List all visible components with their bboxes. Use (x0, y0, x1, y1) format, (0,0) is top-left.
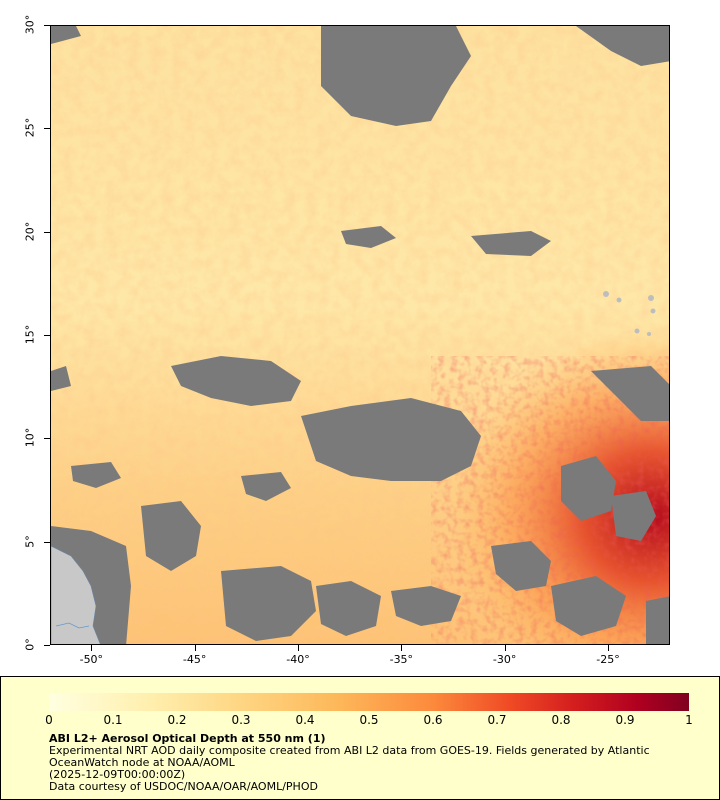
lon-tick (194, 645, 196, 651)
colorbar-tick-label: 0.5 (359, 713, 379, 727)
colorbar-tick-label: 0.8 (551, 713, 571, 727)
legend-description: Experimental NRT AOD daily composite cre… (49, 744, 650, 757)
lon-tick (298, 645, 299, 651)
lon-tick-label: -25° (596, 653, 620, 666)
lat-tick (44, 335, 50, 336)
lat-tick-label: 25° (23, 118, 37, 138)
land-region (51, 545, 101, 644)
colorbar-tick-label: 0.7 (487, 713, 507, 727)
colorbar-tick-label: 0.3 (231, 713, 251, 727)
colorbar-tick-label: 0.1 (103, 713, 123, 727)
map-panel (50, 25, 670, 645)
lat-tick-label: 30° (23, 14, 37, 35)
legend-title: ABI L2+ Aerosol Optical Depth at 550 nm … (49, 732, 326, 745)
legend-text: ABI L2+ Aerosol Optical Depth at 550 nm … (49, 733, 689, 793)
lon-tick (401, 645, 403, 651)
islands (603, 291, 656, 336)
lon-tick (504, 645, 506, 651)
legend-date: (2025-12-09T00:00:00Z) (49, 768, 186, 781)
aod-map (51, 26, 669, 644)
lat-tick (44, 128, 50, 130)
lon-tick-label: -30° (492, 653, 517, 666)
lat-tick (44, 231, 50, 233)
lat-tick-label: 10° (23, 428, 37, 448)
colorbar-tick-label: 0.6 (423, 713, 443, 727)
legend-panel: 0 0.1 0.2 0.3 0.4 0.5 0.6 0.7 0.8 0.9 1 ABI L2+ Ae… (0, 676, 720, 800)
lon-tick-label: -35° (389, 653, 414, 666)
lat-tick (44, 438, 50, 440)
colorbar-tick-label: 1 (685, 713, 693, 727)
lon-tick-label: -45° (182, 653, 207, 666)
legend-description-cont: OceanWatch node at NOAA/AOML (49, 756, 235, 769)
lon-tick-label: -50° (79, 653, 104, 666)
lat-tick-label: 15° (23, 324, 37, 345)
lat-tick (44, 645, 50, 646)
lat-tick-label: 5° (23, 534, 37, 548)
legend-credit: Data courtesy of USDOC/NOAA/OAR/AOML/PHO… (49, 780, 318, 793)
colorbar-tick-label: 0 (45, 713, 53, 727)
colorbar (49, 693, 689, 711)
lat-tick-label: 0° (23, 638, 37, 651)
lon-tick-label: -40° (286, 653, 310, 666)
lon-tick (608, 645, 609, 651)
lat-tick-label: 20° (23, 221, 37, 241)
river (55, 622, 90, 629)
colorbar-tick-label: 0.2 (167, 713, 187, 727)
lon-tick (91, 645, 93, 651)
lat-tick (44, 25, 50, 26)
colorbar-tick-label: 0.9 (615, 713, 635, 727)
colorbar-tick-label: 0.4 (295, 713, 315, 727)
lat-tick (44, 541, 50, 543)
no-data-regions (51, 26, 669, 644)
